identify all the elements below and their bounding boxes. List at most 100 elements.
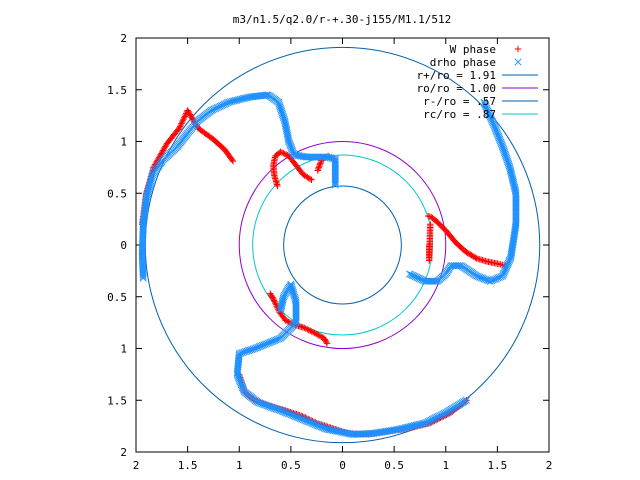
x-tick-label: 0 (339, 459, 346, 472)
data-point (305, 326, 312, 334)
data-point (312, 330, 320, 337)
data-point (189, 115, 196, 122)
data-point (156, 152, 164, 160)
data-point (278, 149, 286, 156)
data-point (308, 328, 315, 335)
data-point (233, 369, 241, 377)
data-point (323, 338, 330, 346)
data-point (315, 331, 322, 339)
y-tick-label: 2 (120, 446, 127, 459)
data-point (269, 294, 276, 301)
data-point (282, 151, 290, 158)
data-point (331, 178, 339, 186)
y-tick-label: 1 (120, 343, 127, 356)
y-tick-label: 1 (120, 136, 127, 149)
data-point (452, 262, 460, 270)
data-point (316, 332, 324, 340)
data-point (314, 331, 321, 338)
data-point (454, 262, 462, 270)
data-point (282, 317, 289, 324)
series-cross (138, 91, 520, 438)
data-point (155, 154, 163, 161)
data-point (315, 164, 322, 171)
data-point (450, 262, 458, 270)
legend-label: rc/ro = .87 (423, 108, 496, 121)
data-point (455, 262, 464, 270)
data-point (277, 148, 284, 156)
data-point (427, 221, 434, 228)
data-point (302, 325, 309, 332)
data-point (316, 161, 323, 168)
data-point (301, 324, 308, 331)
data-point (281, 150, 288, 158)
data-point (314, 167, 321, 174)
y-tick-label: 0.5 (107, 187, 127, 200)
axis-ticks: 2 1.5 1 0.5 0 0.5 1 1.5 221.510.500.511.52 (107, 32, 552, 472)
data-point (272, 300, 279, 307)
x-tick-label: 1.5 (178, 459, 198, 472)
y-tick-label: 1.5 (107, 394, 127, 407)
y-tick-label: 0 (120, 239, 127, 252)
x-tick-label: 2 (546, 459, 553, 472)
legend-label: drho phase (430, 56, 496, 69)
data-point (178, 118, 186, 126)
data-point (180, 116, 187, 123)
reference-circle (238, 141, 447, 349)
data-point (315, 165, 322, 173)
data-point (184, 107, 191, 114)
data-point (188, 114, 195, 121)
data-point (309, 329, 317, 336)
data-point (271, 298, 278, 306)
data-point (457, 262, 465, 270)
data-point (424, 212, 432, 220)
data-point (270, 295, 277, 303)
data-point (181, 113, 189, 120)
legend-label: r-/ro = .57 (423, 95, 496, 108)
legend-symbol (514, 45, 522, 53)
data-point (183, 110, 190, 117)
x-tick-label: 1 (442, 459, 449, 472)
data-point (280, 150, 287, 157)
data-point (407, 271, 415, 279)
data-point (462, 396, 470, 404)
data-point (159, 148, 166, 156)
data-point (318, 333, 325, 340)
data-point (182, 111, 189, 119)
data-point (183, 108, 191, 116)
data-point (155, 155, 162, 163)
data-point (163, 140, 171, 147)
data-point (151, 161, 159, 168)
data-point (177, 121, 184, 129)
data-point (406, 270, 414, 278)
x-tick-label: 1.5 (487, 459, 507, 472)
data-point (162, 143, 169, 150)
data-point (161, 144, 168, 151)
data-point (162, 141, 170, 149)
data-point (159, 147, 167, 154)
x-tick-label: 0.5 (384, 459, 404, 472)
legend-label: ro/ro = 1.00 (417, 82, 496, 95)
data-point (306, 327, 314, 334)
y-tick-label: 1.5 (107, 84, 127, 97)
data-point (426, 213, 433, 220)
y-tick-label: 2 (120, 32, 127, 45)
data-point (311, 329, 318, 337)
legend-label: W phase (450, 43, 496, 56)
data-point (152, 159, 160, 167)
data-point (472, 254, 479, 261)
y-tick-label: 0.5 (107, 291, 127, 304)
data-point (292, 315, 300, 323)
data-point (160, 145, 168, 153)
data-point (316, 163, 323, 170)
chart-title: m3/n1.5/q2.0/r-+.30-j155/M1.1/512 (233, 13, 452, 26)
data-point (304, 326, 311, 333)
x-tick-label: 2 (133, 459, 140, 472)
data-marks (138, 91, 520, 438)
data-point (270, 297, 278, 304)
x-tick-label: 1 (236, 459, 243, 472)
data-point (323, 340, 331, 347)
data-point (306, 175, 314, 183)
x-tick-label: 0.5 (281, 459, 301, 472)
